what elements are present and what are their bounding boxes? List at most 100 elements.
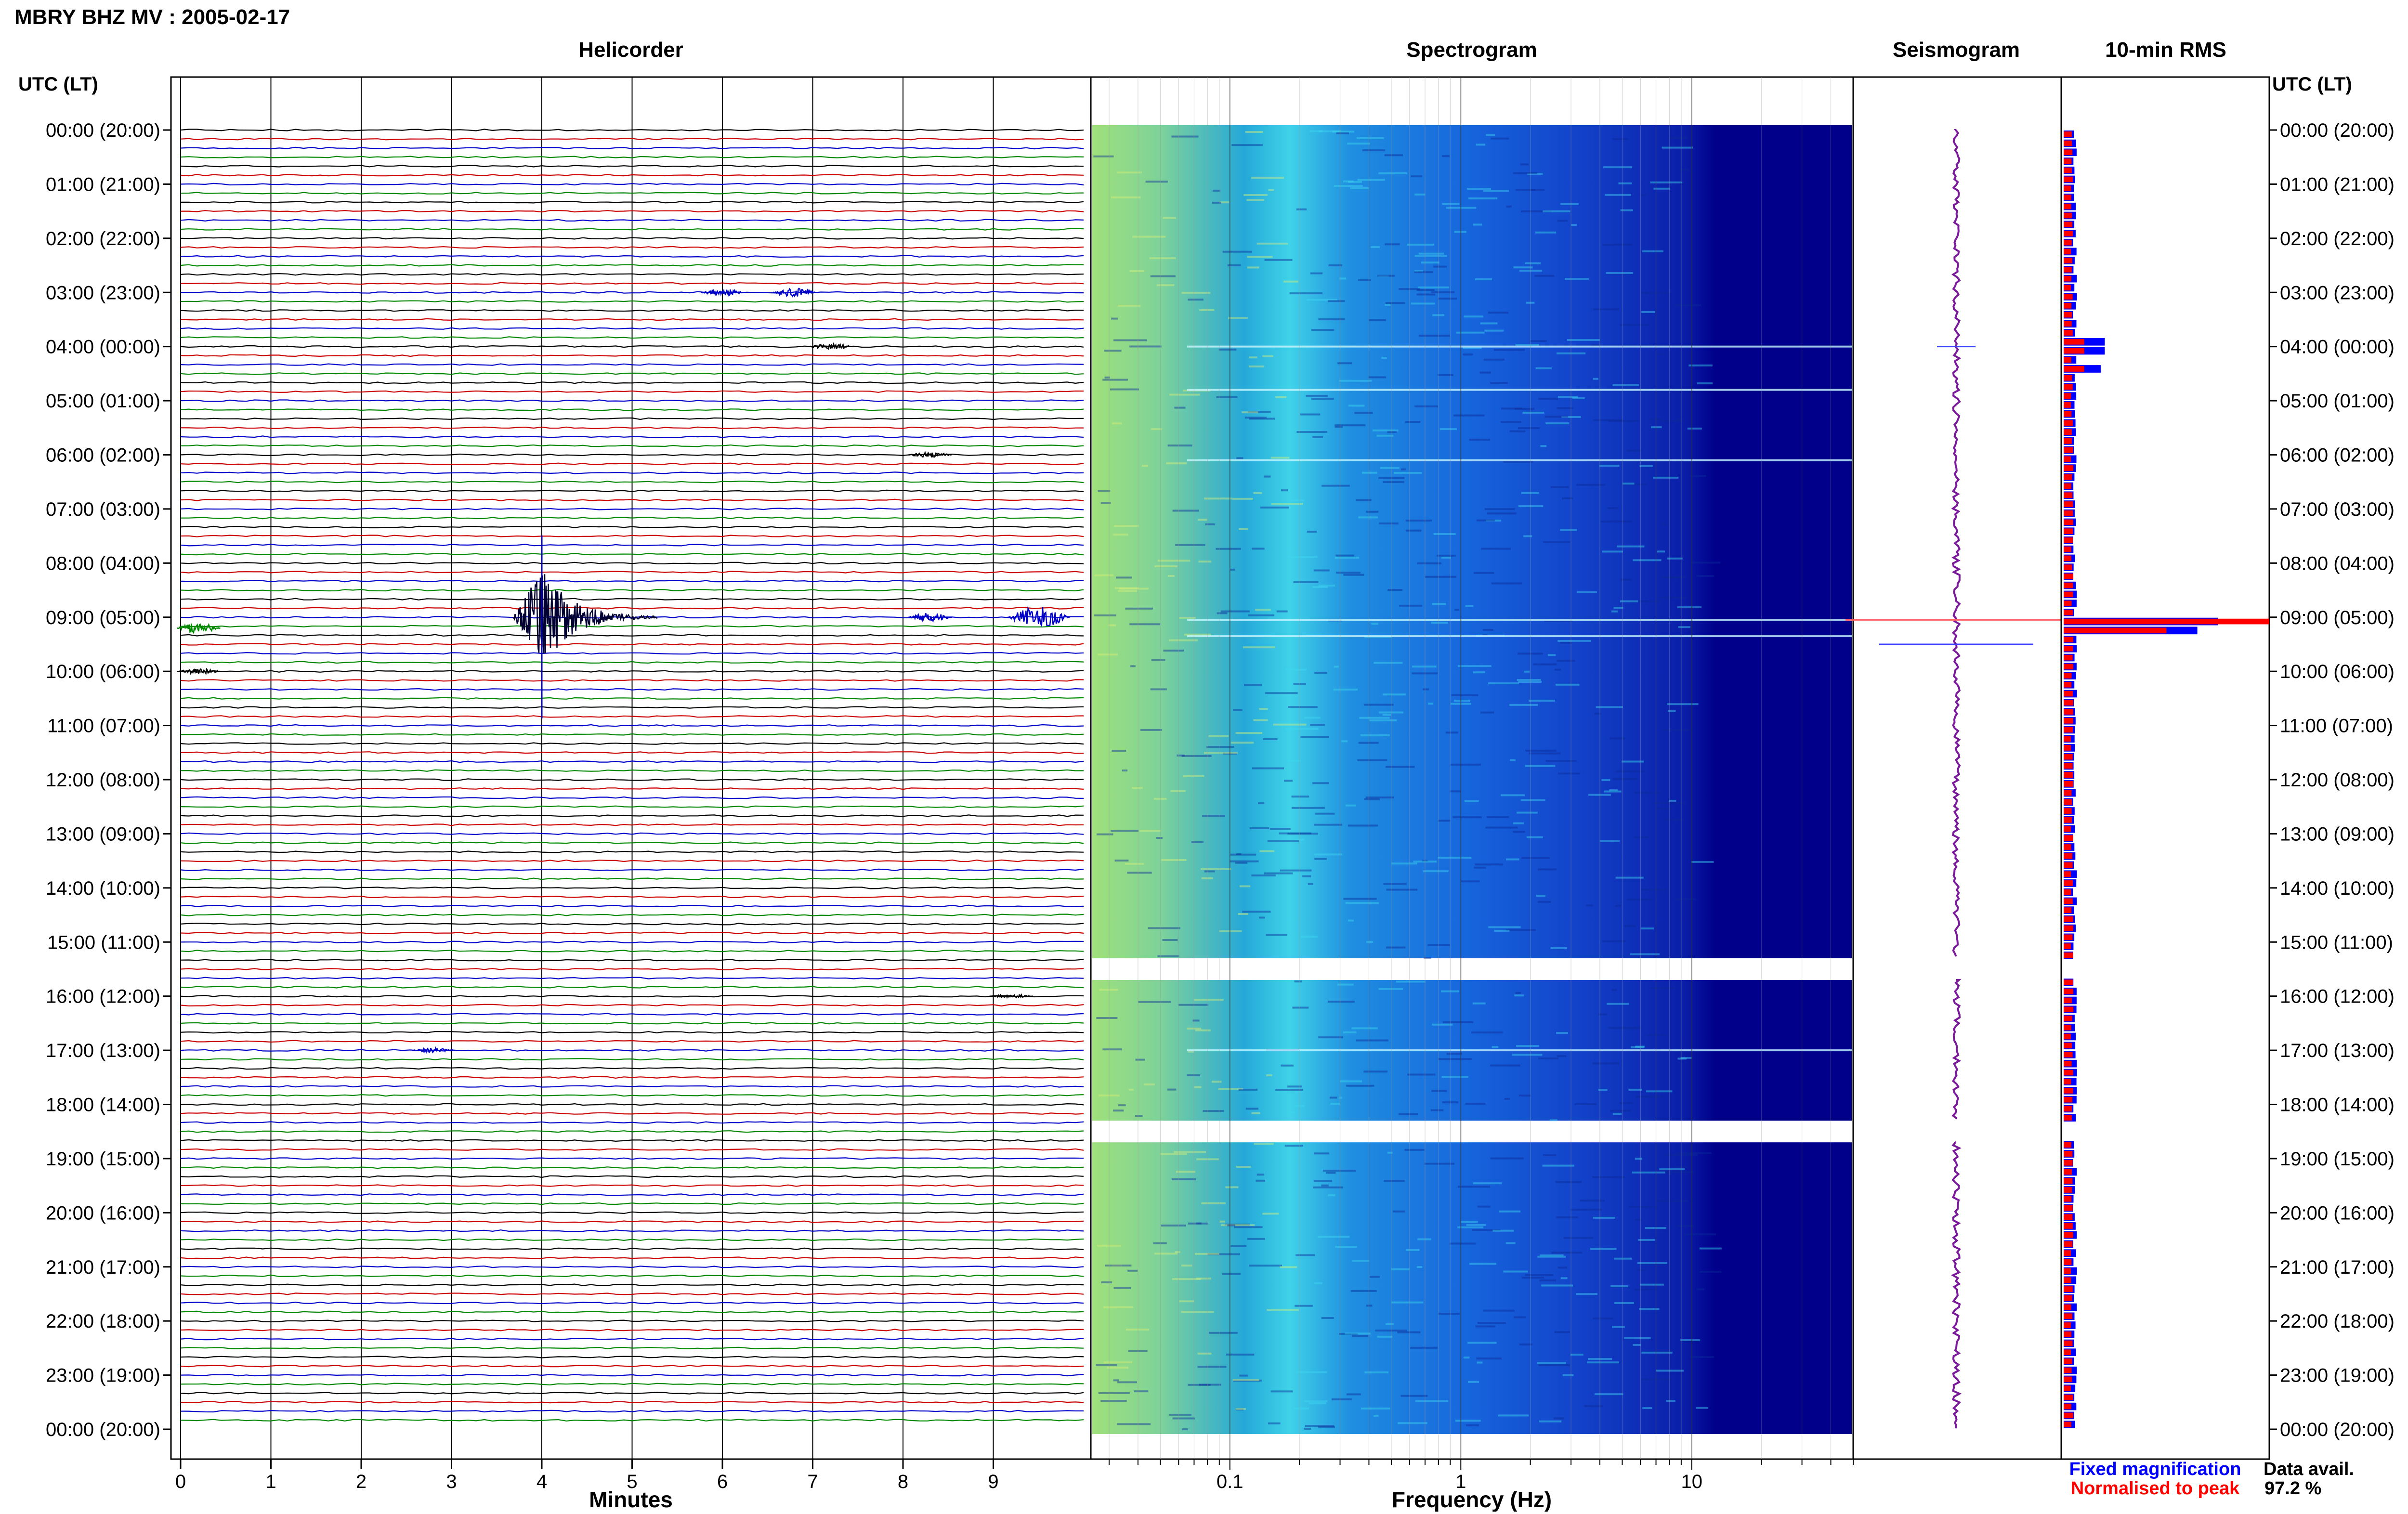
spectrogram-texture	[1236, 1166, 1251, 1168]
spectrogram-texture	[1248, 411, 1271, 413]
spectrogram-texture	[1361, 471, 1377, 474]
spectrogram-texture	[1440, 428, 1457, 431]
spectrogram-texture	[1677, 606, 1701, 609]
spectrogram-texture	[1427, 944, 1450, 946]
spectrogram-texture	[1379, 711, 1403, 714]
helicorder-trace	[180, 904, 1084, 908]
spectrogram-texture	[1251, 177, 1284, 179]
helicorder-trace	[180, 165, 1084, 168]
left-time-label: 01:00 (21:00)	[46, 174, 160, 195]
spectrogram-texture	[1310, 724, 1325, 726]
rms-bar-normalised	[2064, 1241, 2073, 1247]
rms-bar-normalised	[2064, 267, 2072, 273]
spectrogram-texture	[1113, 339, 1147, 341]
spectrogram-texture	[1220, 610, 1250, 613]
spectrogram-texture	[1477, 1322, 1506, 1324]
spectrogram-texture	[1457, 1226, 1484, 1228]
spectrogram-texture	[1593, 308, 1619, 311]
spectrogram-texture	[1345, 902, 1379, 904]
rms-bar-normalised	[2064, 952, 2073, 958]
helicorder-trace	[180, 1373, 1084, 1377]
spectrogram-texture	[1460, 1221, 1478, 1223]
spectrogram-texture	[1098, 1392, 1130, 1394]
helicorder-trace	[180, 435, 1084, 438]
helicorder-event	[1007, 606, 1070, 628]
spectrogram-texture	[1650, 426, 1662, 429]
spectrogram-texture	[1441, 990, 1459, 992]
helicorder-trace	[180, 868, 1084, 872]
spectrogram-texture	[1236, 1408, 1243, 1410]
spectrogram-texture	[1129, 270, 1144, 272]
helicorder-trace	[180, 950, 1084, 953]
spectrogram-texture	[1117, 1423, 1151, 1425]
rms-bar-normalised	[2064, 934, 2073, 940]
spectrogram-texture	[1288, 556, 1318, 558]
spectrogram-texture	[1335, 424, 1366, 427]
spectrogram-texture	[1235, 861, 1247, 864]
spectrogram-texture	[1382, 714, 1391, 716]
spectrogram-texture	[1476, 144, 1486, 146]
helicorder-trace	[180, 237, 1084, 240]
spectrogram-texture	[1614, 1257, 1632, 1260]
spectrogram-texture	[1317, 1236, 1350, 1238]
spectrogram-texture	[1305, 1425, 1335, 1427]
spectrogram-texture	[1545, 422, 1570, 425]
spectrogram-texture	[1100, 1400, 1127, 1402]
spectrogram-x-tick-label: 1	[1455, 1471, 1466, 1492]
spectrogram-texture	[1650, 181, 1683, 183]
helicorder-event	[908, 450, 952, 458]
spectrogram-texture	[1096, 833, 1113, 835]
spectrogram-texture	[1175, 544, 1205, 546]
rms-bar-normalised	[2064, 1286, 2073, 1292]
spectrogram-texture	[1407, 244, 1434, 246]
spectrogram-texture	[1637, 1262, 1667, 1264]
spectrogram-texture	[1593, 419, 1623, 421]
spectrogram-texture	[1201, 868, 1231, 870]
rms-bar-normalised	[2064, 492, 2072, 498]
rms-bar-normalised	[2064, 898, 2073, 904]
spectrogram-texture	[1252, 548, 1265, 550]
spectrogram-texture	[1378, 172, 1408, 174]
rms-bar-normalised	[2064, 1422, 2071, 1427]
spectrogram-texture	[1314, 1152, 1330, 1155]
helicorder-trace	[181, 381, 1084, 384]
spectrogram-texture	[1658, 353, 1665, 355]
spectrogram-texture	[1563, 1237, 1594, 1239]
rms-bar-normalised	[2064, 582, 2073, 588]
spectrogram-texture	[1383, 693, 1406, 696]
spectrogram-texture	[1203, 1110, 1224, 1112]
spectrogram-texture	[1691, 561, 1721, 564]
rms-bar-normalised	[2064, 1259, 2072, 1265]
spectrogram-texture	[1400, 468, 1406, 470]
spectrogram-texture	[1280, 869, 1312, 872]
spectrogram-texture	[1592, 344, 1600, 347]
spectrogram-texture	[1565, 278, 1589, 280]
spectrogram-texture	[1469, 439, 1490, 441]
spectrogram-texture	[1471, 1031, 1503, 1034]
spectrogram-texture	[1607, 507, 1619, 509]
helicorder-trace	[180, 1157, 1084, 1160]
spectrogram-texture	[1641, 292, 1671, 294]
spectrogram-texture	[1504, 1097, 1510, 1100]
spectrogram-texture	[1322, 484, 1350, 487]
spectrogram-texture	[1614, 1302, 1634, 1304]
spectrogram-texture	[1243, 646, 1275, 649]
spectrogram-texture	[1179, 616, 1196, 619]
spectrogram-texture	[1659, 576, 1686, 578]
rms-bar-normalised	[2064, 799, 2072, 805]
spectrogram-texture	[1555, 1181, 1582, 1183]
rms-bar-normalised	[2064, 564, 2072, 571]
spectrogram-texture	[1196, 1222, 1202, 1225]
spectrogram-texture	[1226, 1353, 1255, 1356]
left-time-label: 16:00 (12:00)	[46, 986, 160, 1007]
spectrogram-texture	[1244, 417, 1267, 419]
spectrogram-texture	[1626, 449, 1642, 452]
helicorder-trace	[180, 1337, 1084, 1341]
spectrogram-texture	[1419, 335, 1450, 337]
spectrogram-texture	[1251, 874, 1276, 876]
right-axis-header: UTC (LT)	[2272, 74, 2352, 95]
helicorder-trace	[180, 1130, 1084, 1133]
spectrogram-texture	[1491, 137, 1509, 140]
spectrogram-texture	[1336, 572, 1361, 574]
left-time-label: 06:00 (02:00)	[46, 445, 160, 466]
